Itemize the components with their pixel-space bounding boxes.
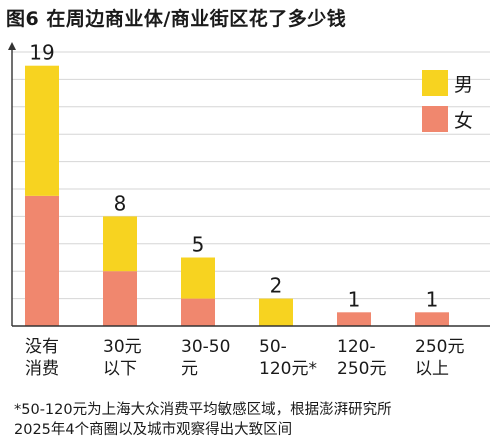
x-tick-label: 元 xyxy=(181,359,198,379)
x-tick-label: 250元 xyxy=(337,359,386,379)
footnote-line: *50-120元为上海大众消费平均敏感区域，根据澎湃研究所 xyxy=(14,402,392,418)
x-tick-label: 消费 xyxy=(25,359,59,379)
bars xyxy=(25,65,449,326)
footnote: *50-120元为上海大众消费平均敏感区域，根据澎湃研究所 2025年4个商圈以… xyxy=(14,400,494,440)
bar-segment xyxy=(103,271,137,326)
bar-value-label: 1 xyxy=(426,287,439,311)
legend-swatch xyxy=(422,106,448,132)
x-tick-label: 以下 xyxy=(103,359,137,379)
legend: 男女 xyxy=(422,70,473,132)
x-tick-label: 30元 xyxy=(103,337,142,357)
bar-segment xyxy=(181,257,215,299)
legend-label: 男 xyxy=(454,74,473,96)
footnote-line: 2025年4个商圈以及城市观察得出大致区间 xyxy=(14,422,293,438)
bar-segment xyxy=(25,65,59,196)
legend-label: 女 xyxy=(454,110,473,132)
bar-segment xyxy=(337,312,371,326)
x-tick-label: 30-50 xyxy=(181,337,230,357)
bar-segment xyxy=(25,195,59,326)
x-tick-label: 没有 xyxy=(25,337,59,357)
gridlines xyxy=(12,51,490,300)
x-tick-label: 以上 xyxy=(415,359,449,379)
bar-value-label: 2 xyxy=(270,274,283,298)
bar-segment xyxy=(259,298,293,326)
x-tick-label: 120元* xyxy=(259,359,317,379)
x-tick-label: 50- xyxy=(259,337,287,357)
value-labels: 19 8 5 2 1 1 xyxy=(29,41,438,312)
x-tick-label: 120- xyxy=(337,337,376,357)
bar-segment xyxy=(181,298,215,326)
bar-value-label: 5 xyxy=(192,233,205,257)
bar-value-label: 19 xyxy=(29,41,54,65)
y-axis-arrow xyxy=(8,42,16,50)
chart-title: 图6 在周边商业体/商业街区花了多少钱 xyxy=(6,8,347,30)
legend-swatch xyxy=(422,70,448,96)
x-tick-label: 250元 xyxy=(415,337,464,357)
y-axis xyxy=(8,42,490,327)
bar-value-label: 1 xyxy=(348,287,361,311)
bar-segment xyxy=(103,216,137,272)
bar-value-label: 8 xyxy=(114,191,127,215)
bar-segment xyxy=(415,312,449,326)
